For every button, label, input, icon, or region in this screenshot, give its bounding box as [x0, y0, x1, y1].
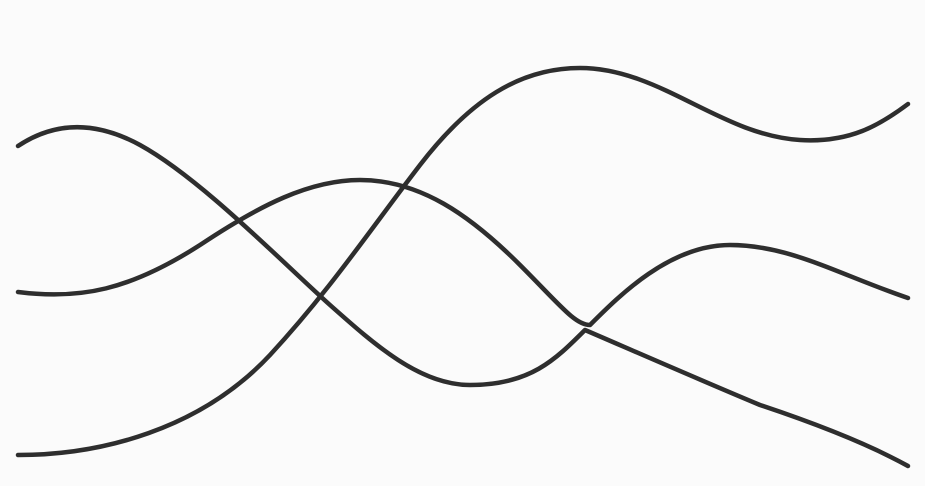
curve-b: [15, 177, 911, 328]
curve-c: [15, 65, 911, 458]
curve-a: [15, 124, 911, 469]
